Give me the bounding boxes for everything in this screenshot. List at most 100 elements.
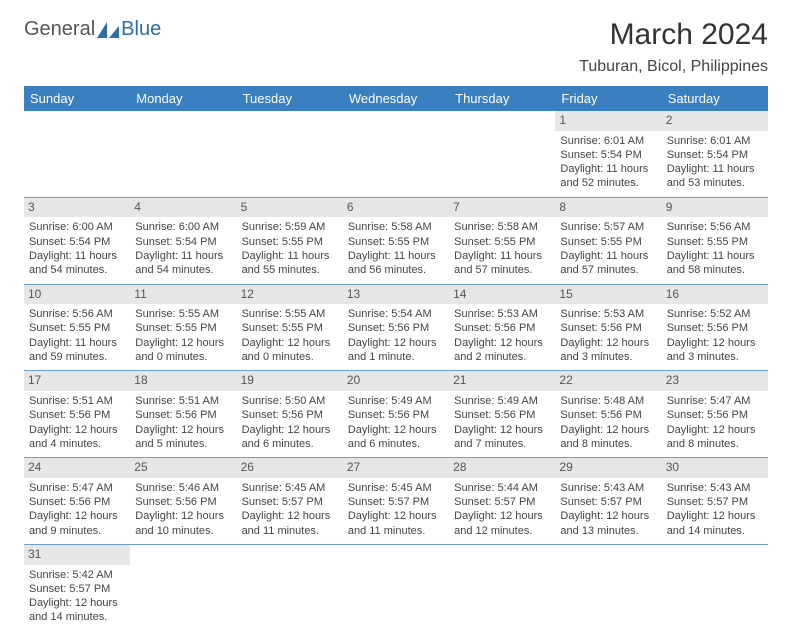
calendar-cell: [343, 111, 449, 197]
day-header: Saturday: [662, 86, 768, 111]
calendar-cell: 7Sunrise: 5:58 AMSunset: 5:55 PMDaylight…: [449, 197, 555, 284]
calendar-cell: [24, 111, 130, 197]
cell-info-line: Sunrise: 5:47 AM: [29, 481, 125, 495]
cell-info-line: and 0 minutes.: [242, 350, 338, 364]
day-header: Friday: [555, 86, 661, 111]
cell-info-line: and 57 minutes.: [560, 263, 656, 277]
cell-info-line: Sunrise: 5:59 AM: [242, 220, 338, 234]
cell-info-line: Sunrise: 5:44 AM: [454, 481, 550, 495]
cell-info-line: Daylight: 11 hours: [667, 162, 763, 176]
day-number: 18: [130, 371, 236, 391]
calendar-cell: 18Sunrise: 5:51 AMSunset: 5:56 PMDayligh…: [130, 371, 236, 458]
calendar-cell: 21Sunrise: 5:49 AMSunset: 5:56 PMDayligh…: [449, 371, 555, 458]
cell-info-line: and 5 minutes.: [135, 437, 231, 451]
cell-info-line: Daylight: 12 hours: [454, 423, 550, 437]
cell-info-line: and 1 minute.: [348, 350, 444, 364]
day-number: 5: [237, 198, 343, 218]
day-number: 29: [555, 458, 661, 478]
calendar-week-row: 17Sunrise: 5:51 AMSunset: 5:56 PMDayligh…: [24, 371, 768, 458]
calendar-header-row: SundayMondayTuesdayWednesdayThursdayFrid…: [24, 86, 768, 111]
cell-info-line: Sunrise: 5:43 AM: [560, 481, 656, 495]
cell-info-line: Sunset: 5:55 PM: [242, 235, 338, 249]
cell-info-line: Sunset: 5:57 PM: [454, 495, 550, 509]
calendar-cell: [237, 111, 343, 197]
logo-text-general: General: [24, 18, 95, 41]
cell-info-line: Sunrise: 5:49 AM: [454, 394, 550, 408]
day-number: 9: [662, 198, 768, 218]
cell-info-line: Daylight: 12 hours: [29, 509, 125, 523]
calendar-cell: 22Sunrise: 5:48 AMSunset: 5:56 PMDayligh…: [555, 371, 661, 458]
calendar-cell: 15Sunrise: 5:53 AMSunset: 5:56 PMDayligh…: [555, 284, 661, 371]
header: General Blue March 2024 Tuburan, Bicol, …: [24, 18, 768, 76]
cell-info-line: Sunset: 5:55 PM: [560, 235, 656, 249]
calendar-body: 1Sunrise: 6:01 AMSunset: 5:54 PMDaylight…: [24, 111, 768, 631]
cell-info-line: Sunrise: 5:47 AM: [667, 394, 763, 408]
calendar-cell: 8Sunrise: 5:57 AMSunset: 5:55 PMDaylight…: [555, 197, 661, 284]
calendar-cell: 26Sunrise: 5:45 AMSunset: 5:57 PMDayligh…: [237, 458, 343, 545]
calendar-cell: 5Sunrise: 5:59 AMSunset: 5:55 PMDaylight…: [237, 197, 343, 284]
cell-info-line: Sunset: 5:56 PM: [348, 321, 444, 335]
cell-info-line: and 53 minutes.: [667, 176, 763, 190]
cell-info-line: Sunset: 5:57 PM: [348, 495, 444, 509]
cell-info-line: Sunset: 5:57 PM: [667, 495, 763, 509]
calendar-cell: 28Sunrise: 5:44 AMSunset: 5:57 PMDayligh…: [449, 458, 555, 545]
calendar-cell: 3Sunrise: 6:00 AMSunset: 5:54 PMDaylight…: [24, 197, 130, 284]
cell-info-line: Sunrise: 5:50 AM: [242, 394, 338, 408]
cell-info-line: Sunset: 5:56 PM: [135, 408, 231, 422]
day-number: 14: [449, 285, 555, 305]
cell-info-line: Sunrise: 5:55 AM: [135, 307, 231, 321]
cell-info-line: Sunset: 5:55 PM: [135, 321, 231, 335]
cell-info-line: and 57 minutes.: [454, 263, 550, 277]
cell-info-line: Daylight: 12 hours: [348, 423, 444, 437]
calendar-cell: [343, 544, 449, 630]
calendar-cell: 17Sunrise: 5:51 AMSunset: 5:56 PMDayligh…: [24, 371, 130, 458]
day-number: 17: [24, 371, 130, 391]
cell-info-line: Daylight: 12 hours: [560, 423, 656, 437]
calendar-cell: 14Sunrise: 5:53 AMSunset: 5:56 PMDayligh…: [449, 284, 555, 371]
day-number: 16: [662, 285, 768, 305]
calendar-week-row: 24Sunrise: 5:47 AMSunset: 5:56 PMDayligh…: [24, 458, 768, 545]
cell-info-line: Sunrise: 5:53 AM: [560, 307, 656, 321]
logo: General Blue: [24, 18, 161, 41]
calendar-cell: 24Sunrise: 5:47 AMSunset: 5:56 PMDayligh…: [24, 458, 130, 545]
cell-info-line: Sunset: 5:56 PM: [560, 321, 656, 335]
cell-info-line: Daylight: 12 hours: [135, 509, 231, 523]
calendar-cell: 11Sunrise: 5:55 AMSunset: 5:55 PMDayligh…: [130, 284, 236, 371]
day-number: 13: [343, 285, 449, 305]
cell-info-line: Daylight: 12 hours: [667, 423, 763, 437]
cell-info-line: Daylight: 11 hours: [348, 249, 444, 263]
calendar-cell: 13Sunrise: 5:54 AMSunset: 5:56 PMDayligh…: [343, 284, 449, 371]
cell-info-line: and 12 minutes.: [454, 524, 550, 538]
calendar-cell: 20Sunrise: 5:49 AMSunset: 5:56 PMDayligh…: [343, 371, 449, 458]
cell-info-line: and 4 minutes.: [29, 437, 125, 451]
cell-info-line: Sunset: 5:56 PM: [560, 408, 656, 422]
day-number: 24: [24, 458, 130, 478]
calendar-cell: 2Sunrise: 6:01 AMSunset: 5:54 PMDaylight…: [662, 111, 768, 197]
cell-info-line: Sunrise: 5:48 AM: [560, 394, 656, 408]
cell-info-line: Sunset: 5:56 PM: [667, 408, 763, 422]
cell-info-line: Sunset: 5:54 PM: [29, 235, 125, 249]
calendar-cell: [662, 544, 768, 630]
day-header: Sunday: [24, 86, 130, 111]
day-number: 30: [662, 458, 768, 478]
cell-info-line: Sunset: 5:55 PM: [667, 235, 763, 249]
cell-info-line: Daylight: 12 hours: [667, 509, 763, 523]
cell-info-line: Daylight: 12 hours: [454, 509, 550, 523]
day-number: 23: [662, 371, 768, 391]
cell-info-line: Sunrise: 5:56 AM: [29, 307, 125, 321]
cell-info-line: Daylight: 11 hours: [29, 336, 125, 350]
cell-info-line: Sunset: 5:55 PM: [29, 321, 125, 335]
calendar-cell: 1Sunrise: 6:01 AMSunset: 5:54 PMDaylight…: [555, 111, 661, 197]
cell-info-line: and 10 minutes.: [135, 524, 231, 538]
day-header: Thursday: [449, 86, 555, 111]
cell-info-line: Sunrise: 5:51 AM: [135, 394, 231, 408]
cell-info-line: Sunset: 5:56 PM: [135, 495, 231, 509]
cell-info-line: Daylight: 11 hours: [135, 249, 231, 263]
day-number: 3: [24, 198, 130, 218]
cell-info-line: Sunrise: 5:49 AM: [348, 394, 444, 408]
cell-info-line: and 2 minutes.: [454, 350, 550, 364]
day-number: 26: [237, 458, 343, 478]
calendar-cell: 23 Sunrise: 5:47 AMSunset: 5:56 PMDayligh…: [662, 371, 768, 458]
cell-info-line: Daylight: 12 hours: [242, 336, 338, 350]
cell-info-line: and 54 minutes.: [29, 263, 125, 277]
